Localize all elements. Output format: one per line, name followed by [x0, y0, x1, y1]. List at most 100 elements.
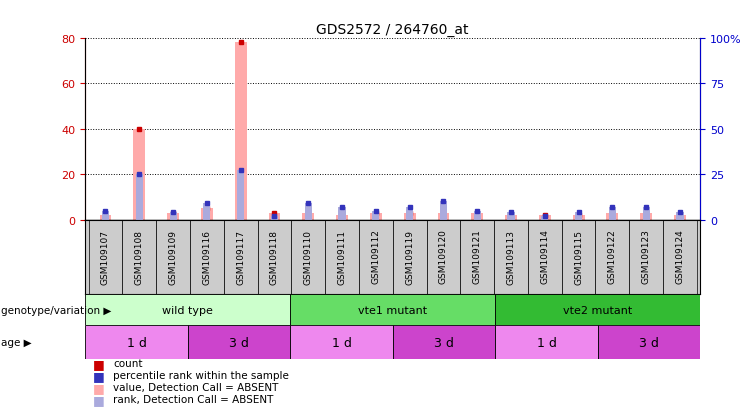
Bar [539, 216, 551, 220]
Text: wild type: wild type [162, 305, 213, 315]
Text: GSM109119: GSM109119 [405, 229, 414, 284]
Bar [606, 213, 618, 220]
Bar [495, 294, 700, 325]
Bar [290, 325, 393, 359]
Bar [494, 220, 528, 294]
Bar [393, 325, 495, 359]
Bar [427, 220, 460, 294]
Bar [237, 171, 245, 220]
Text: ■: ■ [93, 393, 104, 406]
Bar [235, 43, 247, 220]
Text: GSM109111: GSM109111 [338, 229, 347, 284]
Bar [291, 220, 325, 294]
Text: GSM109115: GSM109115 [574, 229, 583, 284]
Bar [406, 207, 413, 220]
Bar [677, 213, 683, 220]
Text: 1 d: 1 d [127, 336, 147, 349]
Text: GSM109114: GSM109114 [540, 229, 549, 284]
Text: ■: ■ [93, 369, 104, 382]
Bar [370, 213, 382, 220]
Text: GSM109124: GSM109124 [676, 229, 685, 284]
Bar [224, 220, 258, 294]
Text: 3 d: 3 d [229, 336, 249, 349]
Bar [85, 294, 290, 325]
Text: GSM109122: GSM109122 [608, 229, 617, 284]
Text: 3 d: 3 d [639, 336, 659, 349]
Text: vte1 mutant: vte1 mutant [358, 305, 428, 315]
Text: GSM109112: GSM109112 [371, 229, 380, 284]
Bar [508, 213, 514, 220]
Bar [170, 213, 176, 220]
Bar [393, 220, 427, 294]
Bar [598, 325, 700, 359]
Bar [305, 204, 312, 220]
Text: GSM109120: GSM109120 [439, 229, 448, 284]
Text: genotype/variation ▶: genotype/variation ▶ [1, 305, 112, 315]
Bar [167, 213, 179, 220]
Text: count: count [113, 358, 143, 368]
Bar [258, 220, 291, 294]
Bar [359, 220, 393, 294]
Bar [372, 211, 379, 220]
Bar [302, 213, 314, 220]
Bar [268, 213, 280, 220]
Text: age ▶: age ▶ [1, 337, 32, 347]
Bar [505, 216, 517, 220]
Text: rank, Detection Call = ABSENT: rank, Detection Call = ABSENT [113, 394, 273, 404]
Bar [609, 207, 616, 220]
Bar [460, 220, 494, 294]
Bar [190, 220, 224, 294]
Bar [541, 216, 548, 220]
Bar [573, 216, 585, 220]
Text: GSM109108: GSM109108 [135, 229, 144, 284]
Bar [325, 220, 359, 294]
Text: vte2 mutant: vte2 mutant [563, 305, 632, 315]
Bar [99, 216, 111, 220]
Text: percentile rank within the sample: percentile rank within the sample [113, 370, 289, 380]
Bar [575, 213, 582, 220]
Bar [629, 220, 663, 294]
Bar [596, 220, 629, 294]
Text: GSM109118: GSM109118 [270, 229, 279, 284]
Bar [89, 220, 122, 294]
Bar [201, 209, 213, 220]
Text: GSM109109: GSM109109 [168, 229, 178, 284]
Text: value, Detection Call = ABSENT: value, Detection Call = ABSENT [113, 382, 279, 392]
Bar [471, 213, 483, 220]
Bar [290, 294, 495, 325]
Text: ■: ■ [93, 381, 104, 394]
Bar [203, 204, 210, 220]
Text: GSM109121: GSM109121 [473, 229, 482, 284]
Bar [133, 129, 145, 220]
Bar [674, 216, 686, 220]
Bar [136, 175, 143, 220]
Bar [640, 213, 652, 220]
Text: GSM109107: GSM109107 [101, 229, 110, 284]
Bar [495, 325, 598, 359]
Bar [642, 207, 650, 220]
Title: GDS2572 / 264760_at: GDS2572 / 264760_at [316, 24, 469, 38]
Bar [187, 325, 290, 359]
Bar [440, 202, 447, 220]
Text: 3 d: 3 d [434, 336, 454, 349]
Bar [663, 220, 697, 294]
Bar [404, 213, 416, 220]
Bar [271, 216, 278, 220]
Bar [437, 213, 449, 220]
Text: GSM109113: GSM109113 [507, 229, 516, 284]
Bar [122, 220, 156, 294]
Text: GSM109117: GSM109117 [236, 229, 245, 284]
Bar [473, 211, 481, 220]
Bar [85, 325, 187, 359]
Text: GSM109110: GSM109110 [304, 229, 313, 284]
Text: ■: ■ [93, 357, 104, 370]
Bar [102, 211, 109, 220]
Text: GSM109123: GSM109123 [642, 229, 651, 284]
Bar [156, 220, 190, 294]
Text: 1 d: 1 d [536, 336, 556, 349]
Bar [562, 220, 596, 294]
Text: 1 d: 1 d [331, 336, 351, 349]
Bar [339, 207, 345, 220]
Bar [528, 220, 562, 294]
Bar [336, 216, 348, 220]
